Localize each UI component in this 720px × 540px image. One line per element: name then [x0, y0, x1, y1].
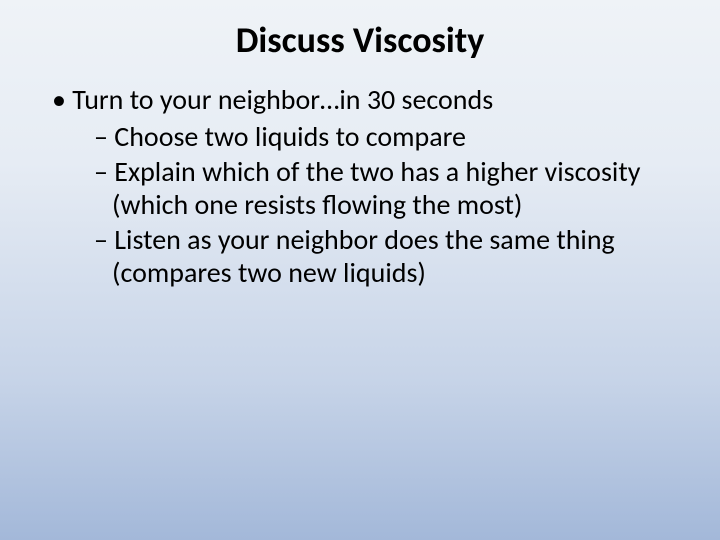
- bullet-level2: Choose two liquids to compare: [94, 120, 690, 153]
- bullet-level2: Listen as your neighbor does the same th…: [94, 223, 690, 289]
- slide: Discuss Viscosity Turn to your neighbor……: [0, 0, 720, 540]
- bullet-level1: Turn to your neighbor…in 30 seconds: [52, 84, 690, 116]
- slide-title: Discuss Viscosity: [30, 18, 690, 62]
- bullet-level2: Explain which of the two has a higher vi…: [94, 155, 690, 221]
